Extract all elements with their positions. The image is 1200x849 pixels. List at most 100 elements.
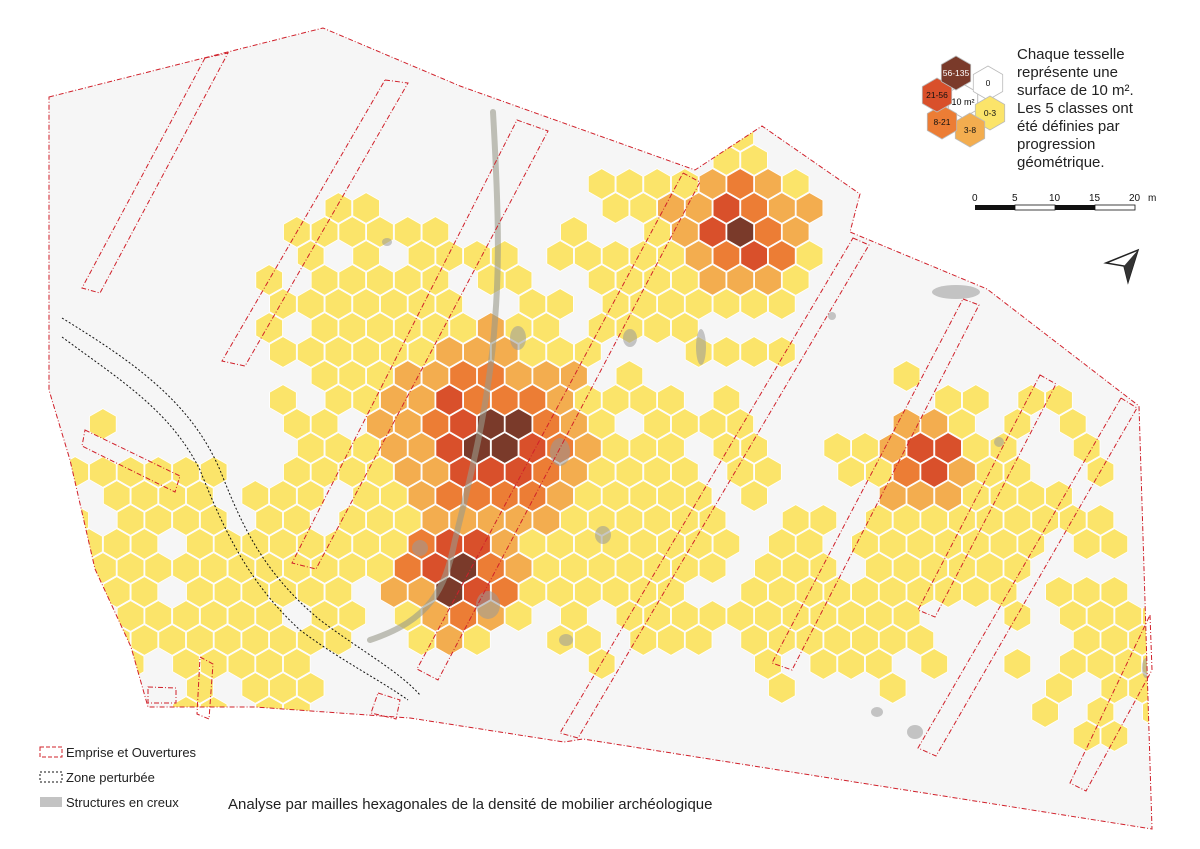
density-hex <box>435 384 464 416</box>
density-hex <box>615 264 644 296</box>
density-hex <box>781 216 810 248</box>
density-hex <box>490 528 519 560</box>
density-hex <box>352 432 380 464</box>
density-hex <box>269 384 297 416</box>
density-hex <box>199 552 228 584</box>
density-hex <box>504 600 533 632</box>
legend-center-label: 10 m² <box>951 97 974 107</box>
density-hex <box>768 240 796 272</box>
density-hex <box>560 216 588 248</box>
density-hex <box>296 288 325 320</box>
density-hex <box>574 528 602 560</box>
density-hex <box>754 648 782 680</box>
density-hex <box>657 576 685 608</box>
density-hex <box>629 528 657 560</box>
density-hex <box>296 480 325 512</box>
trench <box>416 172 701 681</box>
density-hex <box>477 456 505 488</box>
legend-label: Zone perturbée <box>66 770 155 785</box>
density-hex <box>712 240 741 272</box>
density-hex <box>920 408 948 440</box>
density-hex <box>615 168 644 200</box>
density-hex <box>1142 600 1152 632</box>
pit-structure <box>476 591 500 619</box>
density-hex <box>643 456 671 488</box>
legend-hex-label: 3-8 <box>964 125 977 135</box>
density-hex <box>1003 552 1032 584</box>
density-hex <box>421 504 450 536</box>
density-hex <box>768 192 796 224</box>
pit-structure <box>871 707 883 717</box>
density-hex <box>532 552 560 584</box>
density-hex <box>906 480 935 512</box>
density-hex <box>283 408 311 440</box>
density-hex <box>643 168 671 200</box>
density-hex <box>851 624 879 656</box>
density-hex <box>726 408 754 440</box>
density-hex <box>671 552 699 584</box>
density-hex <box>338 456 367 488</box>
density-hex <box>851 576 879 608</box>
density-hex <box>449 552 477 584</box>
density-hex <box>601 192 630 224</box>
density-hex <box>1045 384 1073 416</box>
density-hex <box>560 408 588 440</box>
density-hex <box>130 528 159 560</box>
density-hex <box>269 672 297 704</box>
density-hex <box>795 240 824 272</box>
density-hex <box>393 264 422 296</box>
legend-hex <box>954 112 986 148</box>
density-hex <box>435 432 464 464</box>
density-hex <box>130 480 159 512</box>
density-hex <box>227 552 256 584</box>
density-hex <box>366 552 394 584</box>
density-hex <box>1003 648 1032 680</box>
density-hex <box>241 672 270 704</box>
trench <box>370 692 401 720</box>
density-hex <box>324 528 353 560</box>
scale-tick-label: 15 <box>1089 193 1101 204</box>
density-hex <box>643 312 671 344</box>
density-hex <box>809 504 838 536</box>
density-hex <box>1003 504 1032 536</box>
density-hex <box>726 264 754 296</box>
density-hex <box>283 648 311 680</box>
density-hex <box>657 624 685 656</box>
density-hex <box>740 432 768 464</box>
density-hex <box>186 672 214 704</box>
density-hex <box>407 480 436 512</box>
density-hex <box>698 216 727 248</box>
legend-hex-label: 0-3 <box>984 108 997 118</box>
density-hex <box>172 504 200 536</box>
density-hex <box>380 432 408 464</box>
density-hex <box>643 600 671 632</box>
trench <box>81 429 181 493</box>
density-hex <box>186 576 214 608</box>
density-hex <box>407 240 436 272</box>
density-hex <box>587 504 616 536</box>
note-line: représente une <box>1017 64 1118 81</box>
density-hex <box>546 384 574 416</box>
density-hex <box>463 624 491 656</box>
density-hex <box>186 480 214 512</box>
density-hex <box>477 504 505 536</box>
density-hex <box>726 600 754 632</box>
density-hex <box>671 264 699 296</box>
density-hex <box>574 576 602 608</box>
density-hex <box>795 576 824 608</box>
trench <box>917 397 1138 757</box>
density-hex <box>629 432 657 464</box>
density-hex <box>1072 432 1101 464</box>
density-hex <box>227 600 256 632</box>
pit-structure <box>412 540 428 556</box>
density-hex <box>518 528 547 560</box>
density-hex <box>407 288 436 320</box>
density-hex <box>629 624 657 656</box>
density-hex <box>324 384 353 416</box>
density-hex <box>754 168 782 200</box>
density-hex <box>795 192 824 224</box>
density-hex <box>1017 480 1045 512</box>
density-hex <box>892 408 921 440</box>
density-hex <box>338 552 367 584</box>
density-hex <box>560 600 588 632</box>
